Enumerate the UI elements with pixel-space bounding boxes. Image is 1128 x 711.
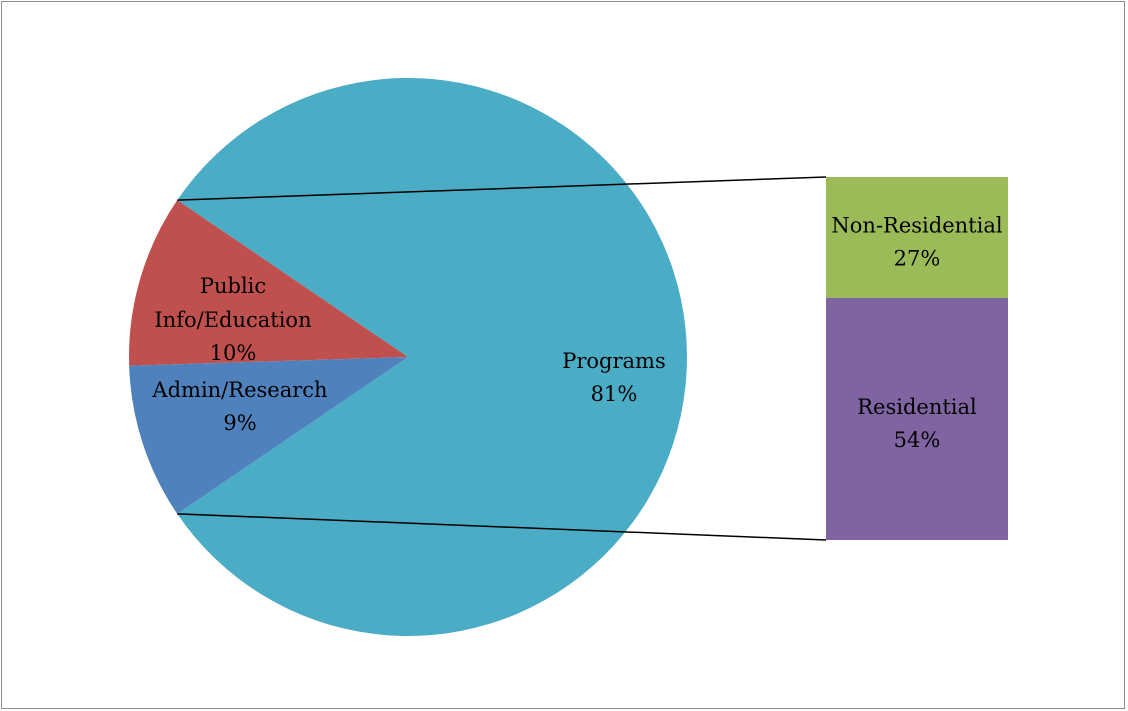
- slice-label-public-info-line1: Public: [200, 274, 266, 298]
- slice-label-public-info-line2: Info/Education: [154, 308, 311, 332]
- segment-label-residential: Residential: [857, 395, 977, 419]
- slice-label-admin-research: Admin/Research: [151, 378, 327, 402]
- pie-slice-programs: [177, 77, 688, 636]
- slice-percent-admin-research: 9%: [223, 411, 256, 435]
- pie-group: [128, 77, 688, 636]
- segment-label-non-residential: Non-Residential: [831, 214, 1002, 238]
- bar-segment-non-residential: [826, 177, 1008, 298]
- slice-percent-programs: 81%: [591, 382, 638, 406]
- connector-line-bottom: [177, 513, 827, 541]
- slice-label-programs: Programs: [562, 349, 666, 373]
- segment-percent-residential: 54%: [894, 428, 941, 452]
- slice-percent-public-info: 10%: [210, 341, 257, 365]
- bar-segment-residential: [826, 298, 1008, 540]
- segment-percent-non-residential: 27%: [894, 247, 941, 271]
- connector-lines: [177, 176, 827, 541]
- breakdown-bar-group: [826, 177, 1008, 540]
- connector-line-top: [177, 176, 827, 201]
- pie-slice-admin-research: [129, 357, 408, 514]
- pie-slice-public-info: [128, 200, 408, 366]
